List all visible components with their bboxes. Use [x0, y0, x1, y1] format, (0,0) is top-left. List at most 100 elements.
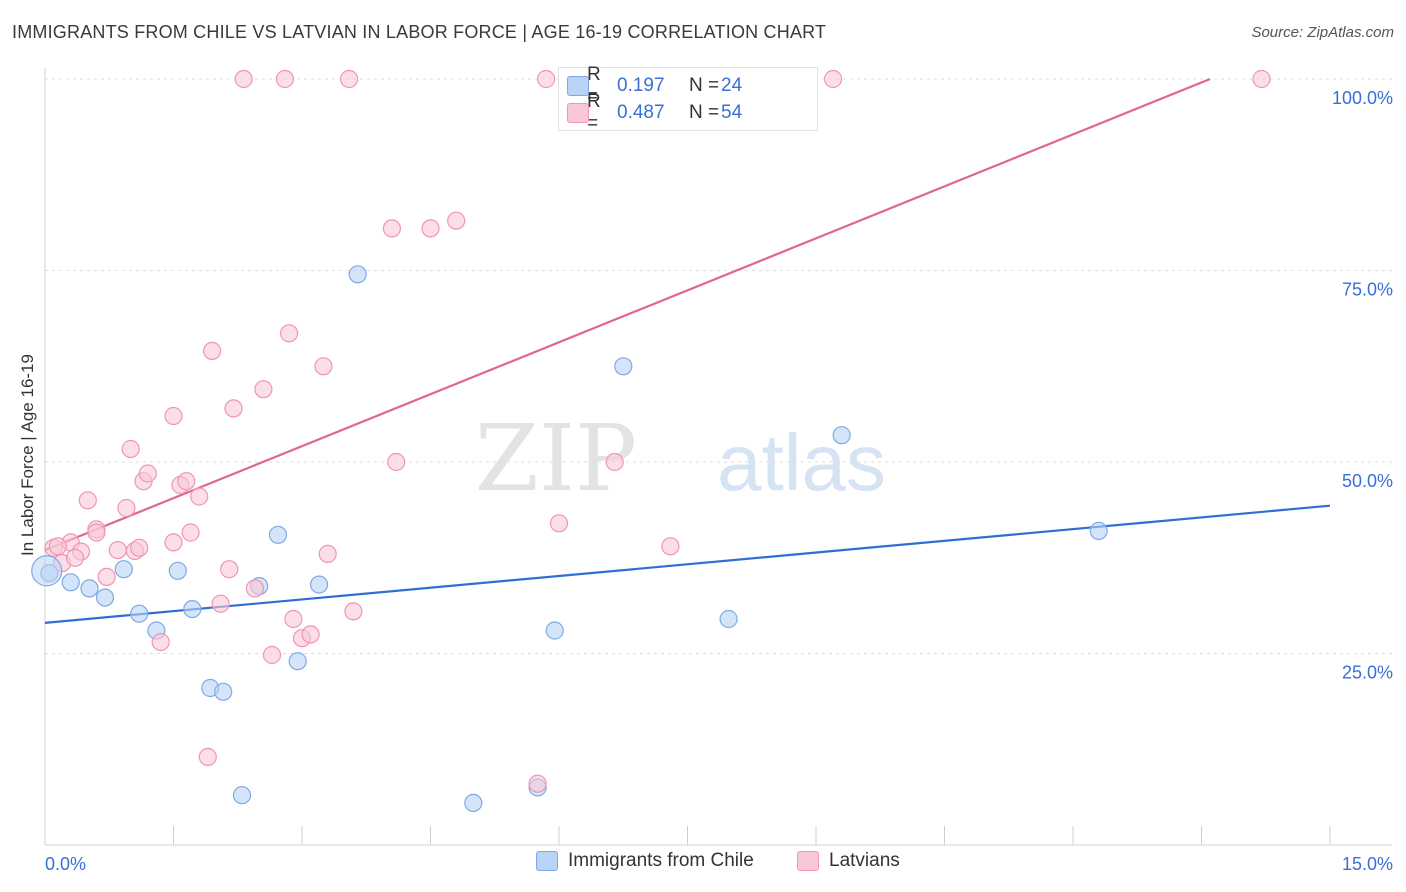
y-tick-label: 100.0% — [1332, 88, 1393, 108]
x-tick-label: 15.0% — [1342, 854, 1393, 874]
data-point-latvian — [1252, 69, 1271, 89]
data-point-latvian — [549, 514, 569, 533]
legend-n-label: N = — [689, 75, 720, 96]
series-legend-latvian[interactable]: Latvians — [797, 850, 900, 872]
tick-labels: 25.0% 50.0% 75.0% 100.0% 0.0% 15.0% — [45, 88, 1393, 874]
x-tick-label: 0.0% — [45, 854, 86, 874]
data-point-latvian — [314, 357, 333, 376]
y-tick-label: 25.0% — [1342, 663, 1393, 683]
data-point-latvian — [177, 472, 196, 491]
data-point-chile — [95, 588, 115, 607]
data-point-latvian — [280, 324, 299, 343]
data-point-latvian — [421, 219, 440, 238]
data-point-chile — [61, 573, 80, 592]
data-point-chile — [168, 561, 187, 580]
data-point-chile — [310, 575, 329, 594]
data-points — [31, 69, 1271, 813]
source-text: Source: ZipAtlas.com — [1251, 24, 1394, 41]
data-point-latvian — [181, 523, 200, 542]
data-point-chile — [1089, 521, 1108, 541]
data-point-latvian — [318, 544, 337, 564]
data-point-latvian — [65, 548, 85, 567]
data-point-latvian — [234, 69, 253, 89]
data-point-chile — [614, 357, 633, 376]
trend-line-latvian — [44, 77, 1211, 552]
data-point-latvian — [447, 211, 466, 230]
watermark-atlas: atlas — [717, 418, 886, 507]
data-point-latvian — [284, 609, 303, 629]
legend-row-latvian: R = 0.487 N = 54 — [567, 91, 743, 134]
data-point-latvian — [382, 219, 401, 238]
data-point-chile — [719, 609, 738, 629]
data-point-latvian — [164, 533, 183, 552]
series-swatch-latvian — [797, 851, 819, 871]
data-point-latvian — [190, 487, 209, 506]
series-legend: Immigrants from Chile Latvians — [0, 850, 1406, 880]
data-point-latvian — [198, 747, 217, 767]
data-point-latvian — [117, 498, 136, 518]
data-point-latvian — [245, 579, 264, 598]
data-point-latvian — [528, 774, 547, 793]
data-point-latvian — [121, 439, 140, 459]
data-point-chile — [268, 525, 288, 544]
legend-r-label: R = — [587, 64, 601, 107]
data-point-latvian — [220, 560, 239, 579]
y-tick-label: 50.0% — [1342, 471, 1393, 491]
data-point-latvian — [340, 69, 359, 89]
data-point-chile — [348, 265, 367, 284]
data-point-latvian — [108, 540, 127, 560]
y-tick-label: 75.0% — [1342, 280, 1393, 300]
data-point-latvian — [301, 625, 320, 644]
data-point-latvian — [275, 69, 294, 89]
series-swatch-chile — [536, 851, 558, 871]
grid-lines — [45, 78, 1392, 654]
data-point-chile — [214, 682, 233, 701]
trend-lines — [44, 77, 1331, 624]
data-point-latvian — [151, 632, 170, 652]
data-point-chile — [545, 621, 564, 640]
data-point-latvian — [823, 69, 843, 89]
legend-r-label: R = — [587, 91, 601, 134]
legend-swatch-chile — [567, 76, 589, 96]
data-point-latvian — [661, 537, 680, 556]
watermark: ZIP atlas — [475, 405, 886, 512]
legend-n-label: N = — [689, 102, 720, 123]
data-point-latvian — [138, 464, 157, 483]
data-point-latvian — [164, 406, 183, 426]
data-point-chile — [31, 555, 63, 587]
data-point-latvian — [254, 380, 273, 399]
legend-n-value: 24 — [721, 75, 743, 96]
chart-title: IMMIGRANTS FROM CHILE VS LATVIAN IN LABO… — [12, 22, 827, 42]
legend-n-value: 54 — [721, 102, 743, 123]
legend-swatch-latvian — [567, 103, 589, 123]
data-point-latvian — [605, 452, 624, 472]
data-point-chile — [183, 599, 202, 619]
data-point-chile — [832, 426, 851, 445]
data-point-latvian — [130, 538, 149, 557]
data-point-latvian — [387, 452, 406, 472]
data-point-latvian — [48, 537, 68, 556]
data-point-chile — [232, 786, 252, 805]
series-label-chile: Immigrants from Chile — [568, 850, 754, 871]
series-label-latvian: Latvians — [829, 850, 900, 871]
data-point-latvian — [78, 491, 97, 510]
data-point-chile — [464, 793, 483, 813]
data-point-latvian — [203, 341, 222, 360]
legend-row-chile: R = 0.197 N = 24 — [567, 64, 743, 107]
data-point-latvian — [87, 523, 106, 542]
legend-r-value: 0.197 — [617, 75, 665, 96]
data-point-latvian — [262, 645, 282, 665]
data-point-latvian — [211, 594, 230, 613]
data-point-chile — [288, 652, 307, 671]
data-point-latvian — [97, 567, 116, 587]
data-point-chile — [114, 560, 133, 579]
data-point-latvian — [536, 69, 556, 89]
data-point-chile — [80, 579, 99, 598]
series-legend-chile[interactable]: Immigrants from Chile — [536, 850, 754, 872]
data-point-latvian — [344, 602, 363, 621]
axes — [44, 68, 1392, 846]
correlation-legend: R = 0.197 N = 24 R = 0.487 N = 54 — [558, 64, 818, 134]
trend-line-chile — [44, 504, 1331, 624]
legend-r-value: 0.487 — [617, 102, 665, 123]
data-point-latvian — [224, 399, 243, 418]
